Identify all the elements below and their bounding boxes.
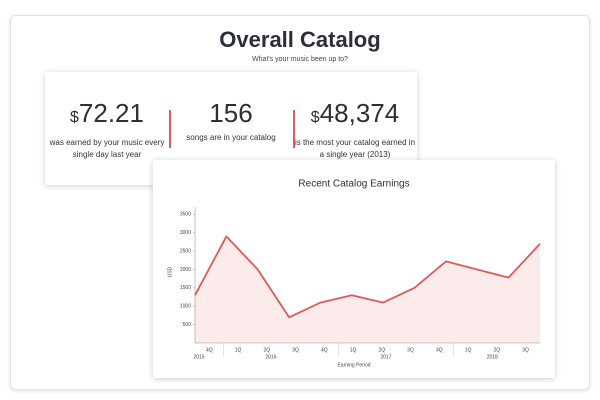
page-subtitle: What's your music been up to? (252, 56, 348, 63)
x-tick-label: 3Q (292, 347, 299, 353)
stat-prefix: $ (70, 109, 79, 126)
separator (293, 110, 295, 148)
x-tick-label: 3Q (522, 347, 529, 353)
stat-description: was earned by your music every single da… (49, 138, 165, 159)
x-tick-label: 2Q (264, 347, 271, 353)
x-tick-label: 4Q (436, 347, 443, 353)
page-title: Overall Catalog (219, 27, 381, 52)
chart: Recent Catalog Earnings USD Earning Peri… (167, 179, 541, 368)
y-tick-label: 3000 (180, 230, 191, 236)
stat-description: is the most your catalog earned in a sin… (294, 138, 416, 159)
year-label: 2018 (487, 354, 498, 360)
area (195, 236, 540, 343)
chart-title: Recent Catalog Earnings (298, 179, 409, 190)
separator (169, 110, 171, 148)
stat-value: 72.21 (78, 98, 144, 128)
y-axis-label: USD (167, 266, 173, 277)
stat: $48,374 is the most your catalog earned … (293, 96, 417, 161)
y-tick-label: 2500 (180, 248, 191, 254)
stat-description: songs are in your catalog (186, 133, 276, 142)
y-tick-label: 1000 (180, 304, 191, 310)
chart-card: Recent Catalog Earnings USD Earning Peri… (153, 160, 555, 378)
x-tick-label: 2Q (494, 347, 501, 353)
y-tick-label: 500 (183, 322, 192, 328)
year-label: 2015 (193, 354, 204, 360)
y-tick-label: 1500 (180, 285, 191, 291)
x-axis-label: Earning Period (337, 362, 370, 368)
stat-value: 156 (209, 98, 253, 128)
y-tick-label: 2000 (180, 267, 191, 273)
x-tick-label: 1Q (350, 347, 357, 353)
stat: 156 songs are in your catalog (169, 96, 293, 144)
x-tick-label: 1Q (235, 347, 242, 353)
x-tick-label: 1Q (465, 347, 472, 353)
stat-value: 48,374 (319, 98, 400, 128)
year-label: 2016 (265, 354, 276, 360)
x-tick-label: 4Q (206, 347, 213, 353)
stat-prefix: $ (310, 109, 320, 126)
y-tick-label: 3500 (180, 212, 191, 218)
year-label: 2017 (380, 354, 391, 360)
x-tick-label: 2Q (379, 347, 386, 353)
x-tick-label: 4Q (321, 347, 328, 353)
line (194, 235, 541, 319)
stat: $72.21 was earned by your music every si… (45, 96, 169, 161)
x-tick-label: 3Q (407, 347, 414, 353)
